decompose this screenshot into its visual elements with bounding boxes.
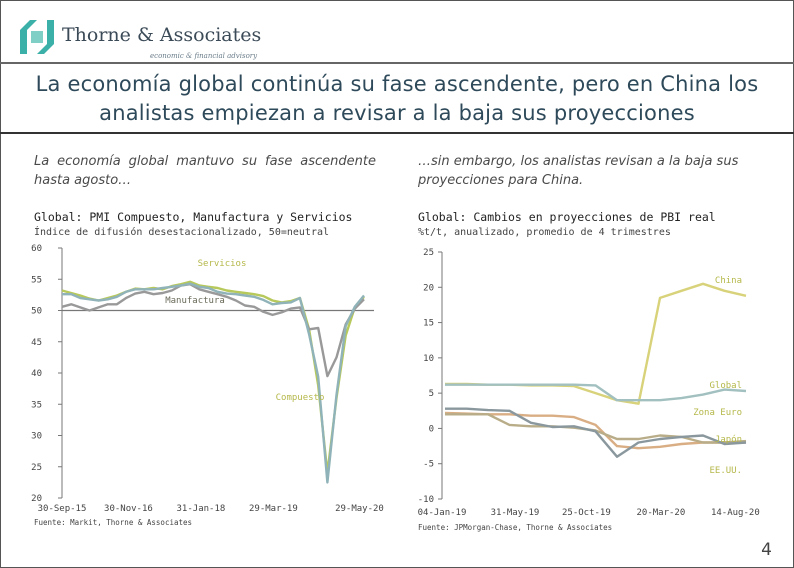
page-title: La economía global continúa su fase asce…: [35, 72, 759, 125]
y-tick-label: 5: [429, 389, 434, 399]
right-chart-source: Fuente: JPMorgan-Chase, Thorne & Associa…: [418, 523, 613, 532]
series-line-ee-uu-: [445, 407, 747, 458]
left-chart-source: Fuente: Markit, Thorne & Associates: [34, 518, 193, 527]
y-tick-label: 10: [423, 354, 434, 364]
y-tick-label: -5: [423, 460, 434, 470]
label-global: Global: [709, 381, 742, 391]
x-tick-label: 29-Mar-19: [249, 504, 298, 514]
y-tick-label: -10: [418, 495, 434, 505]
series-line-global: [445, 383, 747, 402]
header-divider: [0, 62, 794, 64]
x-tick-label: 14-Aug-20: [711, 508, 760, 518]
x-tick-label: 25-Oct-19: [562, 508, 611, 518]
company-tagline: economic & financial advisory: [150, 52, 258, 60]
x-tick-label: 30-Sep-15: [38, 504, 87, 514]
left-chart-subtitle: Índice de difusión desestacionalizado, 5…: [34, 227, 330, 238]
y-tick-label: 25: [423, 248, 434, 258]
y-tick-label: 20: [423, 283, 434, 293]
series-line-manufactura: [61, 283, 365, 378]
pmi-line-chart: 20 25 30 35 40 45 50 55 60 30-Sep-15 30-Nov-16 31-J…: [31, 244, 384, 514]
x-tick-label: 30-Nov-16: [104, 504, 153, 514]
y-tick-label: 25: [31, 463, 42, 473]
label-zona-euro: Zona Euro: [693, 408, 742, 418]
y-tick-label: 40: [31, 369, 42, 379]
y-tick-label: 60: [31, 244, 42, 254]
label-manufactura: Manufactura: [165, 296, 225, 306]
label-ee-uu-: EE.UU.: [709, 466, 742, 476]
y-tick-label: 15: [423, 319, 434, 329]
x-tick-label: 04-Jan-19: [418, 508, 467, 518]
intro-left-text: La economía global mantuvo su fase ascen…: [34, 154, 376, 188]
label-china: China: [715, 276, 742, 286]
page-number: 4: [761, 540, 772, 560]
y-tick-label: 55: [31, 275, 42, 285]
x-tick-label: 20-Mar-20: [636, 508, 685, 518]
x-tick-label: 31-Jan-18: [177, 504, 226, 514]
series-line-jap-n: [445, 413, 747, 444]
label-jap-n: Japón: [715, 434, 742, 445]
company-name: Thorne & Associates: [62, 24, 262, 46]
y-tick-label: 30: [31, 432, 42, 442]
right-chart-title: Global: Cambios en proyecciones de PBI r…: [418, 210, 716, 224]
x-tick-label: 31-May-19: [491, 508, 540, 518]
label-servicios: Servicios: [198, 259, 247, 269]
company-logo-icon: [20, 20, 54, 54]
y-tick-label: 45: [31, 338, 42, 348]
gdp-forecast-line-chart: -10 -5 0 5 10 15 20 25 04-Jan-19 31-May-19 25-Oct-…: [418, 248, 760, 518]
y-tick-label: 35: [31, 400, 42, 410]
y-tick-label: 20: [31, 494, 42, 504]
title-divider: [0, 132, 794, 134]
y-tick-label: 50: [31, 307, 42, 317]
label-compuesto: Compuesto: [276, 393, 325, 403]
y-tick-label: 0: [429, 424, 434, 434]
left-chart-title: Global: PMI Compuesto, Manufactura y Ser…: [34, 210, 353, 224]
series-line-compuesto: [62, 282, 365, 484]
series-line-zona-euro: [444, 411, 746, 450]
intro-right-text: …sin embargo, los analistas revisan a la…: [418, 154, 739, 188]
x-tick-label: 29-May-20: [335, 504, 384, 514]
right-chart-subtitle: %t/t, anualizado, promedio de 4 trimestr…: [418, 227, 671, 238]
